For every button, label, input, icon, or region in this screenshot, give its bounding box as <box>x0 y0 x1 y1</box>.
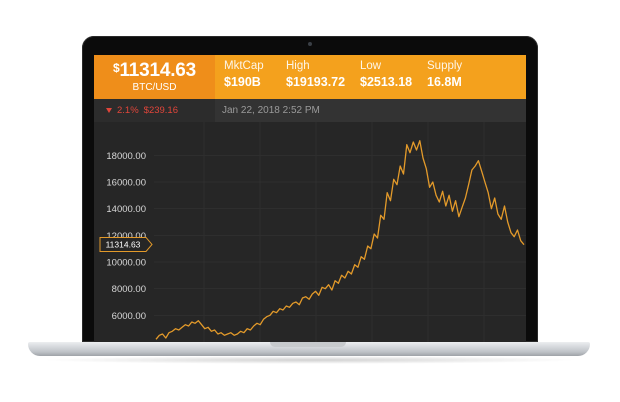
camera-icon <box>308 42 312 46</box>
price-series-line <box>155 140 525 340</box>
stat-value: $19193.72 <box>286 75 346 89</box>
stat-high: High $19193.72 <box>286 60 345 89</box>
change-amount: $239.16 <box>143 105 178 116</box>
y-tick-label: 10000.00 <box>106 258 146 269</box>
currency-pair: BTC/USD <box>132 82 177 93</box>
stat-value: 16.8M <box>427 75 462 89</box>
y-tick-label: 16000.00 <box>106 178 146 189</box>
currency-symbol: $ <box>112 61 120 75</box>
screen: $11314.63 BTC/USD MktCap $190B High $191… <box>94 55 526 342</box>
y-tick-label: 6000.00 <box>112 311 146 322</box>
change-percent: 2.1% <box>117 105 139 116</box>
stat-label: MktCap <box>224 60 264 72</box>
stat-label: Low <box>360 60 382 72</box>
stat-label: Supply <box>427 60 463 72</box>
price-change: 2.1% $239.16 <box>94 99 215 122</box>
stat-supply: Supply 16.8M <box>427 60 462 89</box>
stat-value: $2513.18 <box>360 75 413 89</box>
laptop-lid: $11314.63 BTC/USD MktCap $190B High $191… <box>82 36 538 342</box>
current-value-label: 11314.63 <box>106 240 141 250</box>
stat-low: Low $2513.18 <box>360 60 412 89</box>
timestamp: Jan 22, 2018 2:52 PM <box>222 105 320 116</box>
price-chart[interactable]: 18000.00 16000.00 14000.00 12000.00 10000.00… <box>94 122 526 342</box>
current-price: $11314.63 <box>94 60 215 82</box>
y-tick-label: 18000.00 <box>106 151 146 162</box>
price-value: 11314.63 <box>119 60 197 81</box>
stat-mktcap: MktCap $190B <box>224 60 264 89</box>
laptop-base <box>28 342 590 356</box>
status-bar: 2.1% $239.16 Jan 22, 2018 2:52 PM <box>94 99 526 122</box>
y-tick-label: 8000.00 <box>112 284 146 295</box>
price-chart-svg: 18000.00 16000.00 14000.00 12000.00 10000.00… <box>99 122 526 342</box>
ticker-header: $11314.63 BTC/USD MktCap $190B High $191… <box>94 55 526 99</box>
laptop-shadow <box>40 356 580 364</box>
stat-value: $190B <box>224 75 261 89</box>
current-value-tag-shape <box>99 236 153 252</box>
lid-notch <box>270 342 346 347</box>
stat-label: High <box>286 60 310 72</box>
y-tick-label: 12000.00 <box>106 231 146 242</box>
y-tick-label: 14000.00 <box>106 204 146 215</box>
current-value-tag: 11314.63 <box>99 236 153 252</box>
price-block[interactable]: $11314.63 BTC/USD <box>94 55 215 99</box>
down-arrow-icon <box>106 108 112 113</box>
